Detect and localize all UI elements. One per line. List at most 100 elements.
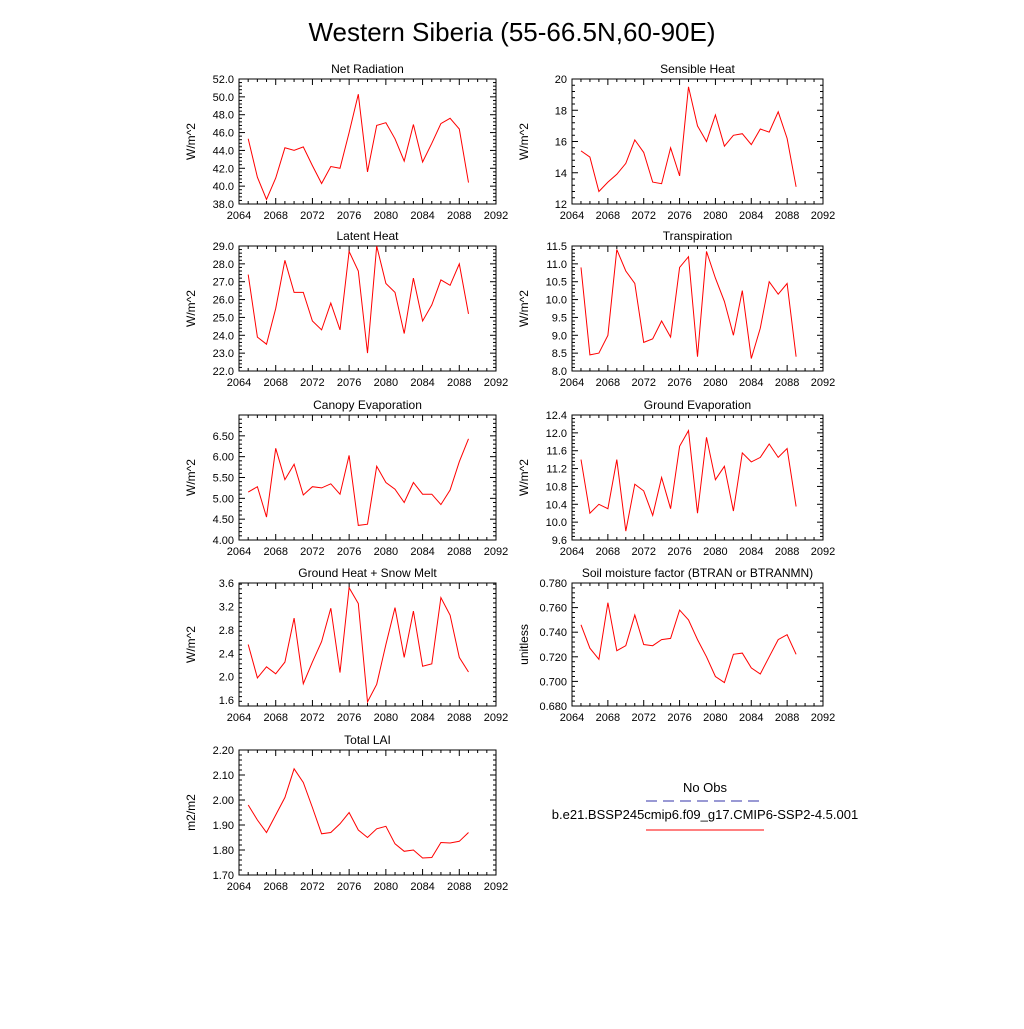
series-line-1 — [580, 429, 797, 532]
x-tick-label: 2080 — [374, 210, 398, 222]
x-tick-label: 2080 — [374, 881, 398, 893]
x-tick-label: 2088 — [775, 712, 799, 724]
x-tick-label: 2064 — [227, 712, 251, 724]
x-tick-label: 2072 — [300, 881, 324, 893]
plot-frame — [571, 414, 824, 541]
panel-3: Latent Heat 2064 2068 2072 2076 2080 2084 2088 2… — [184, 229, 508, 389]
plot-frame — [238, 582, 497, 707]
y-tick-label: 9.6 — [552, 535, 567, 547]
panel-8: Soil moisture factor (BTRAN or BTRANMN) 2… — [517, 566, 835, 724]
y-tick-label: 10.0 — [546, 517, 567, 529]
y-tick-label: 29.0 — [213, 241, 234, 253]
panel-title: Total LAI — [344, 733, 391, 747]
y-axis-label: W/m^2 — [184, 123, 198, 160]
series-line-1 — [247, 94, 469, 201]
series-line-1 — [580, 602, 797, 684]
y-tick-label: 9.0 — [552, 330, 567, 342]
y-axis-label: W/m^2 — [517, 123, 531, 160]
x-tick-label: 2064 — [227, 881, 251, 893]
y-tick-label: 42.0 — [213, 163, 234, 175]
x-tick-label: 2068 — [596, 377, 620, 389]
x-tick-label: 2068 — [263, 546, 287, 558]
y-tick-label: 23.0 — [213, 348, 234, 360]
panel-6: Ground Evaporation 2064 2068 2072 2076 2080 20… — [517, 398, 835, 558]
panel-title: Canopy Evaporation — [313, 398, 422, 412]
y-tick-label: 14 — [555, 168, 567, 180]
x-tick-label: 2080 — [374, 712, 398, 724]
y-tick-label: 0.700 — [539, 676, 567, 688]
panel-title: Ground Evaporation — [644, 398, 751, 412]
x-tick-label: 2092 — [484, 377, 508, 389]
y-tick-label: 18 — [555, 105, 567, 117]
x-tick-label: 2068 — [263, 210, 287, 222]
x-tick-label: 2076 — [667, 546, 691, 558]
x-tick-label: 2064 — [227, 210, 251, 222]
x-tick-label: 2088 — [447, 377, 471, 389]
x-tick-label: 2080 — [703, 377, 727, 389]
panel-2: Sensible Heat 2064 2068 2072 2076 2080 2084 208… — [517, 62, 835, 222]
y-tick-label: 2.4 — [219, 648, 234, 660]
x-tick-label: 2076 — [337, 377, 361, 389]
y-axis-label: W/m^2 — [517, 290, 531, 327]
x-tick-label: 2080 — [703, 210, 727, 222]
y-tick-label: 12.4 — [546, 410, 567, 422]
plot-frame — [571, 582, 824, 707]
series-line-1 — [247, 438, 469, 526]
y-tick-label: 22.0 — [213, 366, 234, 378]
y-tick-label: 0.740 — [539, 627, 567, 639]
x-tick-label: 2072 — [631, 712, 655, 724]
series-line-1 — [247, 586, 469, 704]
x-tick-label: 2064 — [560, 377, 584, 389]
y-tick-label: 1.90 — [213, 820, 234, 832]
x-tick-label: 2076 — [337, 881, 361, 893]
x-tick-label: 2072 — [300, 377, 324, 389]
y-tick-label: 48.0 — [213, 110, 234, 122]
y-tick-label: 12.0 — [546, 428, 567, 440]
series-line-1 — [247, 767, 469, 859]
panel-7: Ground Heat + Snow Melt 2064 2068 2072 2076 2… — [184, 566, 508, 724]
y-tick-label: 44.0 — [213, 145, 234, 157]
x-tick-label: 2068 — [263, 712, 287, 724]
x-tick-label: 2080 — [703, 712, 727, 724]
x-tick-label: 2092 — [811, 377, 835, 389]
y-tick-label: 52.0 — [213, 74, 234, 86]
x-tick-label: 2068 — [263, 881, 287, 893]
panels: Net Radiation 2064 2068 2072 2076 2080 2084 208… — [184, 62, 835, 893]
y-tick-label: 16 — [555, 137, 567, 149]
y-tick-label: 1.6 — [219, 695, 234, 707]
x-tick-label: 2064 — [560, 210, 584, 222]
x-tick-label: 2076 — [337, 546, 361, 558]
x-tick-label: 2076 — [667, 210, 691, 222]
x-tick-label: 2092 — [811, 712, 835, 724]
x-tick-label: 2088 — [775, 546, 799, 558]
x-tick-label: 2084 — [410, 712, 434, 724]
y-tick-label: 2.0 — [219, 672, 234, 684]
x-tick-label: 2088 — [447, 210, 471, 222]
x-tick-label: 2092 — [484, 881, 508, 893]
x-tick-label: 2064 — [560, 546, 584, 558]
x-tick-label: 2088 — [775, 377, 799, 389]
x-tick-label: 2092 — [484, 712, 508, 724]
panel-4: Transpiration 2064 2068 2072 2076 2080 2084 208… — [517, 229, 835, 389]
y-axis-label: unitless — [517, 624, 531, 665]
y-tick-label: 2.20 — [213, 745, 234, 757]
x-tick-label: 2068 — [263, 377, 287, 389]
y-tick-label: 25.0 — [213, 312, 234, 324]
y-tick-label: 24.0 — [213, 330, 234, 342]
x-tick-label: 2076 — [337, 210, 361, 222]
y-tick-label: 9.5 — [552, 312, 567, 324]
y-tick-label: 3.2 — [219, 601, 234, 613]
x-tick-label: 2072 — [631, 377, 655, 389]
panel-title: Net Radiation — [331, 62, 404, 76]
y-tick-label: 1.80 — [213, 845, 234, 857]
x-tick-label: 2084 — [739, 377, 763, 389]
x-tick-label: 2072 — [631, 210, 655, 222]
x-tick-label: 2076 — [667, 712, 691, 724]
x-tick-label: 2068 — [596, 546, 620, 558]
y-tick-label: 10.5 — [546, 277, 567, 289]
y-tick-label: 11.6 — [546, 446, 567, 458]
y-tick-label: 10.0 — [546, 295, 567, 307]
x-tick-label: 2064 — [560, 712, 584, 724]
y-tick-label: 5.50 — [213, 473, 234, 485]
